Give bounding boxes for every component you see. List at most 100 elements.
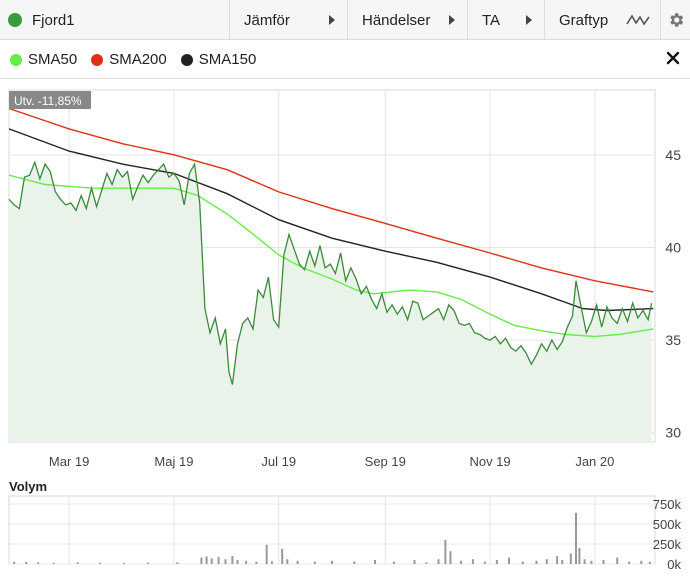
volume-bar [123,563,126,564]
volume-bar [578,548,581,564]
toolbar: Fjord1 Jämför Händelser TA Graftyp [0,0,690,40]
events-label: Händelser [362,11,431,29]
compare-menu[interactable]: Jämför [230,0,348,40]
legend-dot [180,53,193,66]
volume-bar [13,561,16,564]
volume-bar [521,561,524,564]
legend-item-sma200[interactable]: SMA200 [91,51,167,68]
legend-label: SMA50 [28,51,78,68]
events-menu[interactable]: Händelser [348,0,468,40]
volume-bar [602,560,605,564]
ta-label: TA [482,11,501,29]
volume-bar [561,560,564,564]
instrument-name: Fjord1 [32,11,75,29]
volume-bar [590,560,593,564]
graph-type-menu[interactable]: Graftyp [545,0,661,40]
volume-bar [583,559,586,564]
volume-bar [255,561,258,564]
series-line-sma150 [8,128,654,312]
volume-bar [353,561,356,564]
volume-bar [265,544,268,564]
volume-bar [569,553,572,564]
series-line-sma50 [8,174,654,338]
legend-bar: SMA50 SMA200 SMA150 [0,41,690,79]
volume-y-tick-label: 750k [653,497,682,512]
legend-dot [10,53,22,66]
volume-bar [296,560,299,564]
volume-bar [270,561,273,564]
ta-menu[interactable]: TA [468,0,545,40]
instrument-selector[interactable]: Fjord1 [0,0,230,40]
volume-bar [281,548,284,564]
volume-title: Volym [9,479,47,494]
volume-bar [556,556,559,564]
volume-bar [648,561,651,564]
volume-bar [176,562,179,564]
volume-bar [52,562,55,564]
volume-bar [313,561,316,564]
volume-bar [640,560,643,564]
volume-bar [210,558,213,564]
volume-bar [217,556,220,564]
volume-bar [374,560,376,564]
x-tick-label: Jan 20 [575,454,614,469]
volume-bar [425,562,428,564]
gear-icon [669,13,683,27]
price-chart[interactable]: Mar 19 Maj 19 Jul 19 Sep 19 Nov 19 Jan 20 30 35… [0,88,690,472]
volume-bar [449,551,452,564]
volume-bar [25,562,28,564]
volume-bar [245,560,248,564]
volume-bar [575,512,577,564]
x-tick-label: Mar 19 [49,454,89,469]
caret-right-icon [329,15,335,25]
volume-bar [224,559,227,564]
volume-bar [545,559,548,564]
volume-bar [331,560,333,564]
x-tick-label: Sep 19 [365,454,406,469]
volume-bar [628,561,631,564]
volume-bar [444,540,447,564]
y-tick-label: 30 [665,425,681,441]
series-line-sma200 [8,107,654,293]
x-tick-label: Jul 19 [261,454,296,469]
volume-bar [495,560,498,564]
volume-bar [535,560,538,564]
legend-label: SMA200 [109,51,167,68]
volume-bar [483,561,486,564]
price-area [9,162,652,443]
volume-bar [471,559,474,564]
volume-bar [392,561,395,564]
volume-bar [616,557,619,564]
volume-bar [37,562,40,564]
volume-bar [231,556,234,564]
volume-bar [236,560,239,564]
legend-label: SMA150 [198,51,257,68]
volume-y-tick-label: 250k [653,537,682,552]
caret-right-icon [449,15,455,25]
legend-item-sma150[interactable]: SMA150 [180,51,257,68]
line-chart-icon [626,14,650,26]
y-tick-label: 35 [665,332,681,348]
volume-y-tick-label: 0k [667,557,681,572]
y-tick-label: 45 [665,147,681,163]
x-tick-label: Nov 19 [469,454,510,469]
y-tick-label: 40 [665,239,681,255]
compare-label: Jämför [244,11,290,29]
volume-y-tick-label: 500k [653,517,682,532]
change-badge-text: Utv. -11,85% [14,94,82,108]
x-tick-label: Maj 19 [154,454,193,469]
series-line-price [8,160,653,385]
volume-bar [459,560,462,564]
volume-bar [205,556,208,564]
volume-plot-area [8,495,656,565]
volume-bar [437,559,440,564]
legend-item-sma50[interactable]: SMA50 [10,51,77,68]
volume-chart: Volym 750k 500k 250k 0k [8,479,682,572]
close-icon[interactable] [666,51,680,65]
volume-bar [76,562,79,564]
graph-type-label: Graftyp [559,11,609,29]
change-badge [9,91,91,109]
settings-button[interactable] [661,0,690,40]
volume-bar [286,559,289,564]
